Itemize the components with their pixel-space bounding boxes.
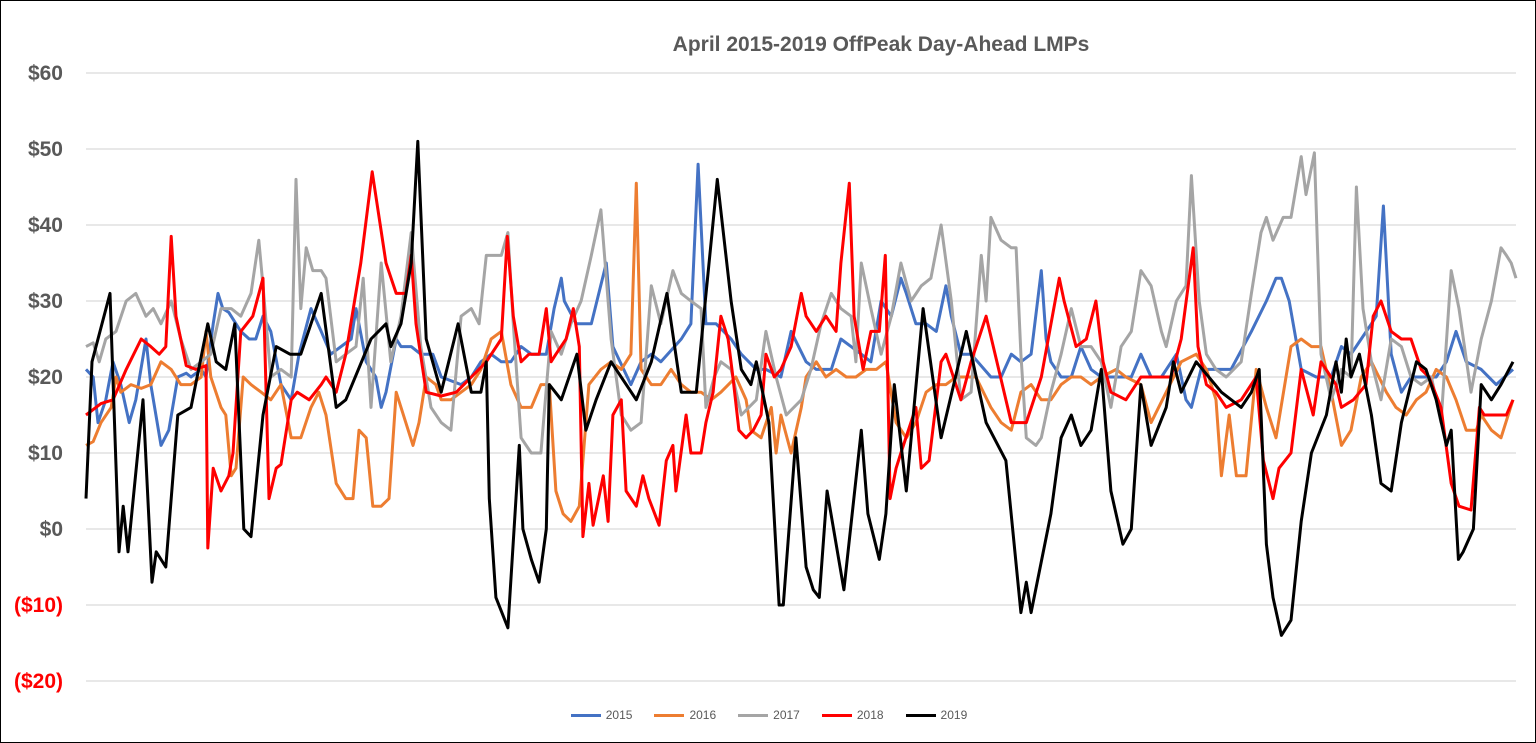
- legend: 2015 2016 2017 2018 2019: [1, 708, 1535, 722]
- legend-item-2018: 2018: [821, 708, 884, 722]
- y-tick-label: $30: [28, 290, 63, 313]
- legend-swatch: [570, 713, 601, 717]
- legend-label: 2018: [856, 708, 884, 722]
- y-tick-label: $10: [28, 442, 63, 465]
- y-tick-label: ($10): [14, 594, 63, 617]
- legend-label: 2019: [940, 708, 968, 722]
- legend-item-2016: 2016: [654, 708, 716, 722]
- chart-title: April 2015-2019 OffPeak Day-Ahead LMPs: [672, 33, 1090, 56]
- y-tick-label: $50: [28, 138, 63, 161]
- legend-swatch: [738, 713, 769, 717]
- series-line-2016: [85, 181, 1515, 523]
- legend-swatch: [905, 713, 936, 717]
- legend-item-2019: 2019: [905, 708, 968, 722]
- series-line-2019: [84, 139, 1515, 637]
- legend-swatch: [654, 713, 685, 717]
- y-tick-label: $60: [28, 62, 63, 85]
- y-tick-label: $0: [40, 518, 63, 541]
- legend-item-2017: 2017: [738, 708, 800, 722]
- legend-swatch: [821, 713, 852, 717]
- series-line-2017: [85, 151, 1518, 455]
- legend-label: 2015: [605, 708, 633, 722]
- legend-label: 2017: [773, 708, 800, 722]
- series-line-2015: [84, 162, 1515, 447]
- y-tick-label: $20: [28, 366, 63, 389]
- y-tick-label: $40: [28, 214, 63, 237]
- legend-label: 2016: [689, 708, 717, 722]
- legend-item-2015: 2015: [570, 708, 633, 722]
- y-tick-label: ($20): [14, 670, 63, 693]
